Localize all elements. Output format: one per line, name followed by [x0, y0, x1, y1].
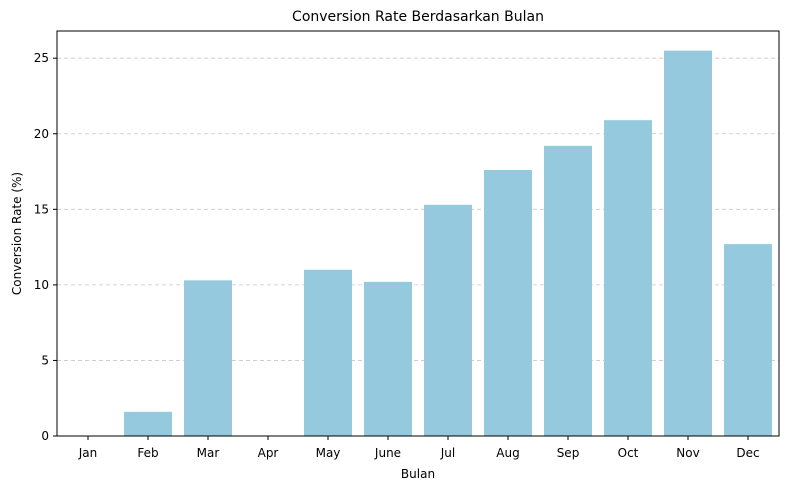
x-axis-ticks: Jan Feb Mar Apr May June Jul Aug Sep Oct Nov Dec	[78, 436, 760, 460]
bar-jul	[424, 204, 472, 436]
bar-aug	[484, 170, 532, 436]
bars	[124, 50, 772, 437]
x-tick-label: Apr	[258, 446, 279, 460]
x-tick-label: Jul	[440, 446, 455, 460]
x-tick-label: Sep	[557, 446, 580, 460]
y-axis-label: Conversion Rate (%)	[10, 172, 24, 295]
y-tick-label: 20	[34, 127, 49, 141]
x-tick-label: Nov	[676, 446, 699, 460]
y-axis-ticks: 0 5 10 15 20 25	[34, 51, 57, 443]
x-tick-label: Oct	[618, 446, 639, 460]
plot-frame	[56, 30, 780, 437]
bar-feb	[124, 411, 172, 436]
x-tick-label: Mar	[197, 446, 220, 460]
y-tick-label: 5	[41, 353, 49, 367]
gridlines	[57, 57, 779, 361]
x-tick-label: Aug	[496, 446, 519, 460]
y-tick-label: 0	[41, 429, 49, 443]
bar-june	[364, 281, 412, 436]
x-tick-label: Jan	[78, 446, 98, 460]
y-tick-label: 25	[34, 51, 49, 65]
y-tick-label: 15	[34, 202, 49, 216]
bar-oct	[604, 120, 652, 436]
bar-nov	[664, 50, 712, 437]
bar-sep	[544, 145, 592, 436]
x-tick-label: Feb	[137, 446, 158, 460]
x-axis-label: Bulan	[401, 467, 435, 481]
x-tick-label: Dec	[736, 446, 759, 460]
bar-mar	[184, 280, 232, 436]
y-tick-label: 10	[34, 278, 49, 292]
chart-title: Conversion Rate Berdasarkan Bulan	[292, 9, 544, 25]
bar-dec	[724, 244, 772, 436]
bar-may	[304, 269, 352, 436]
x-tick-label: June	[374, 446, 401, 460]
x-tick-label: May	[316, 446, 341, 460]
